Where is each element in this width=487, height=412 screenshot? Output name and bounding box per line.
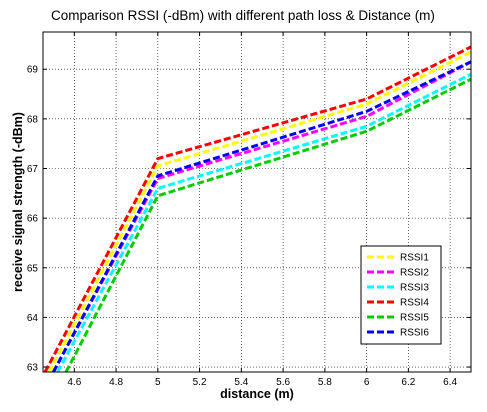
series-line-rssi2 — [52, 60, 472, 373]
x-tick-label: 6 — [364, 377, 370, 388]
x-tick-label: 5.2 — [193, 377, 207, 388]
legend: RSSI1 RSSI2 RSSI3 RSSI4 RSSI5 RSSI6 — [360, 245, 442, 345]
legend-label: RSSI6 — [400, 328, 429, 339]
y-tick-label: 63 — [27, 363, 39, 374]
y-tick-label: 67 — [27, 164, 39, 175]
y-axis-label: receive signal strength (-dBm) — [11, 112, 25, 292]
x-tick-label: 5 — [155, 377, 161, 388]
x-tick-label: 6.2 — [401, 377, 415, 388]
y-tick-label: 68 — [27, 114, 39, 125]
x-tick-label: 5.4 — [234, 377, 248, 388]
x-tick-label: 4.8 — [109, 377, 123, 388]
legend-label: RSSI1 — [400, 253, 429, 264]
x-tick-label: 4.6 — [67, 377, 81, 388]
series-line-rssi4 — [43, 45, 472, 373]
y-tick-label: 65 — [27, 263, 39, 274]
legend-label: RSSI4 — [400, 298, 429, 309]
chart-title: Comparison RSSI (-dBm) with different pa… — [51, 8, 435, 23]
legend-label: RSSI5 — [400, 313, 429, 324]
ticks: 4.6 4.8 5 5.2 5.4 5.6 5.8 6 6.2 6.4 63 64 65 66 67 68 69 — [27, 32, 471, 388]
x-axis-label: distance (m) — [220, 387, 294, 401]
legend-label: RSSI2 — [400, 268, 429, 279]
series-line-rssi6 — [52, 60, 472, 373]
x-tick-label: 6.4 — [443, 377, 457, 388]
legend-box — [360, 245, 442, 345]
y-tick-label: 64 — [27, 313, 39, 324]
y-tick-label: 69 — [27, 65, 39, 76]
series-line-rssi3 — [56, 72, 472, 373]
series-lines — [43, 45, 472, 373]
plot-frame — [42, 31, 472, 373]
x-tick-label: 5.6 — [276, 377, 290, 388]
x-tick-label: 5.8 — [318, 377, 332, 388]
grid — [43, 32, 471, 372]
legend-label: RSSI3 — [400, 283, 429, 294]
series-line-rssi5 — [64, 77, 472, 373]
y-tick-label: 66 — [27, 214, 39, 225]
series-line-rssi1 — [47, 50, 472, 373]
